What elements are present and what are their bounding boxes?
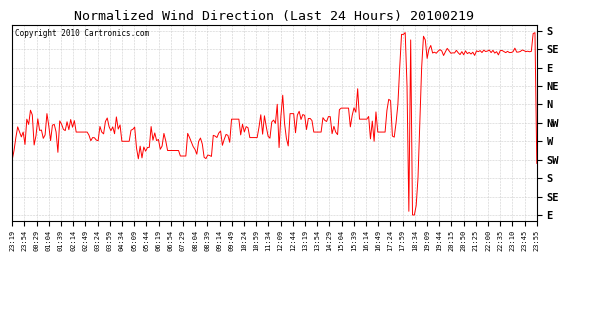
Title: Normalized Wind Direction (Last 24 Hours) 20100219: Normalized Wind Direction (Last 24 Hours… [74,10,475,23]
Text: Copyright 2010 Cartronics.com: Copyright 2010 Cartronics.com [15,29,149,38]
